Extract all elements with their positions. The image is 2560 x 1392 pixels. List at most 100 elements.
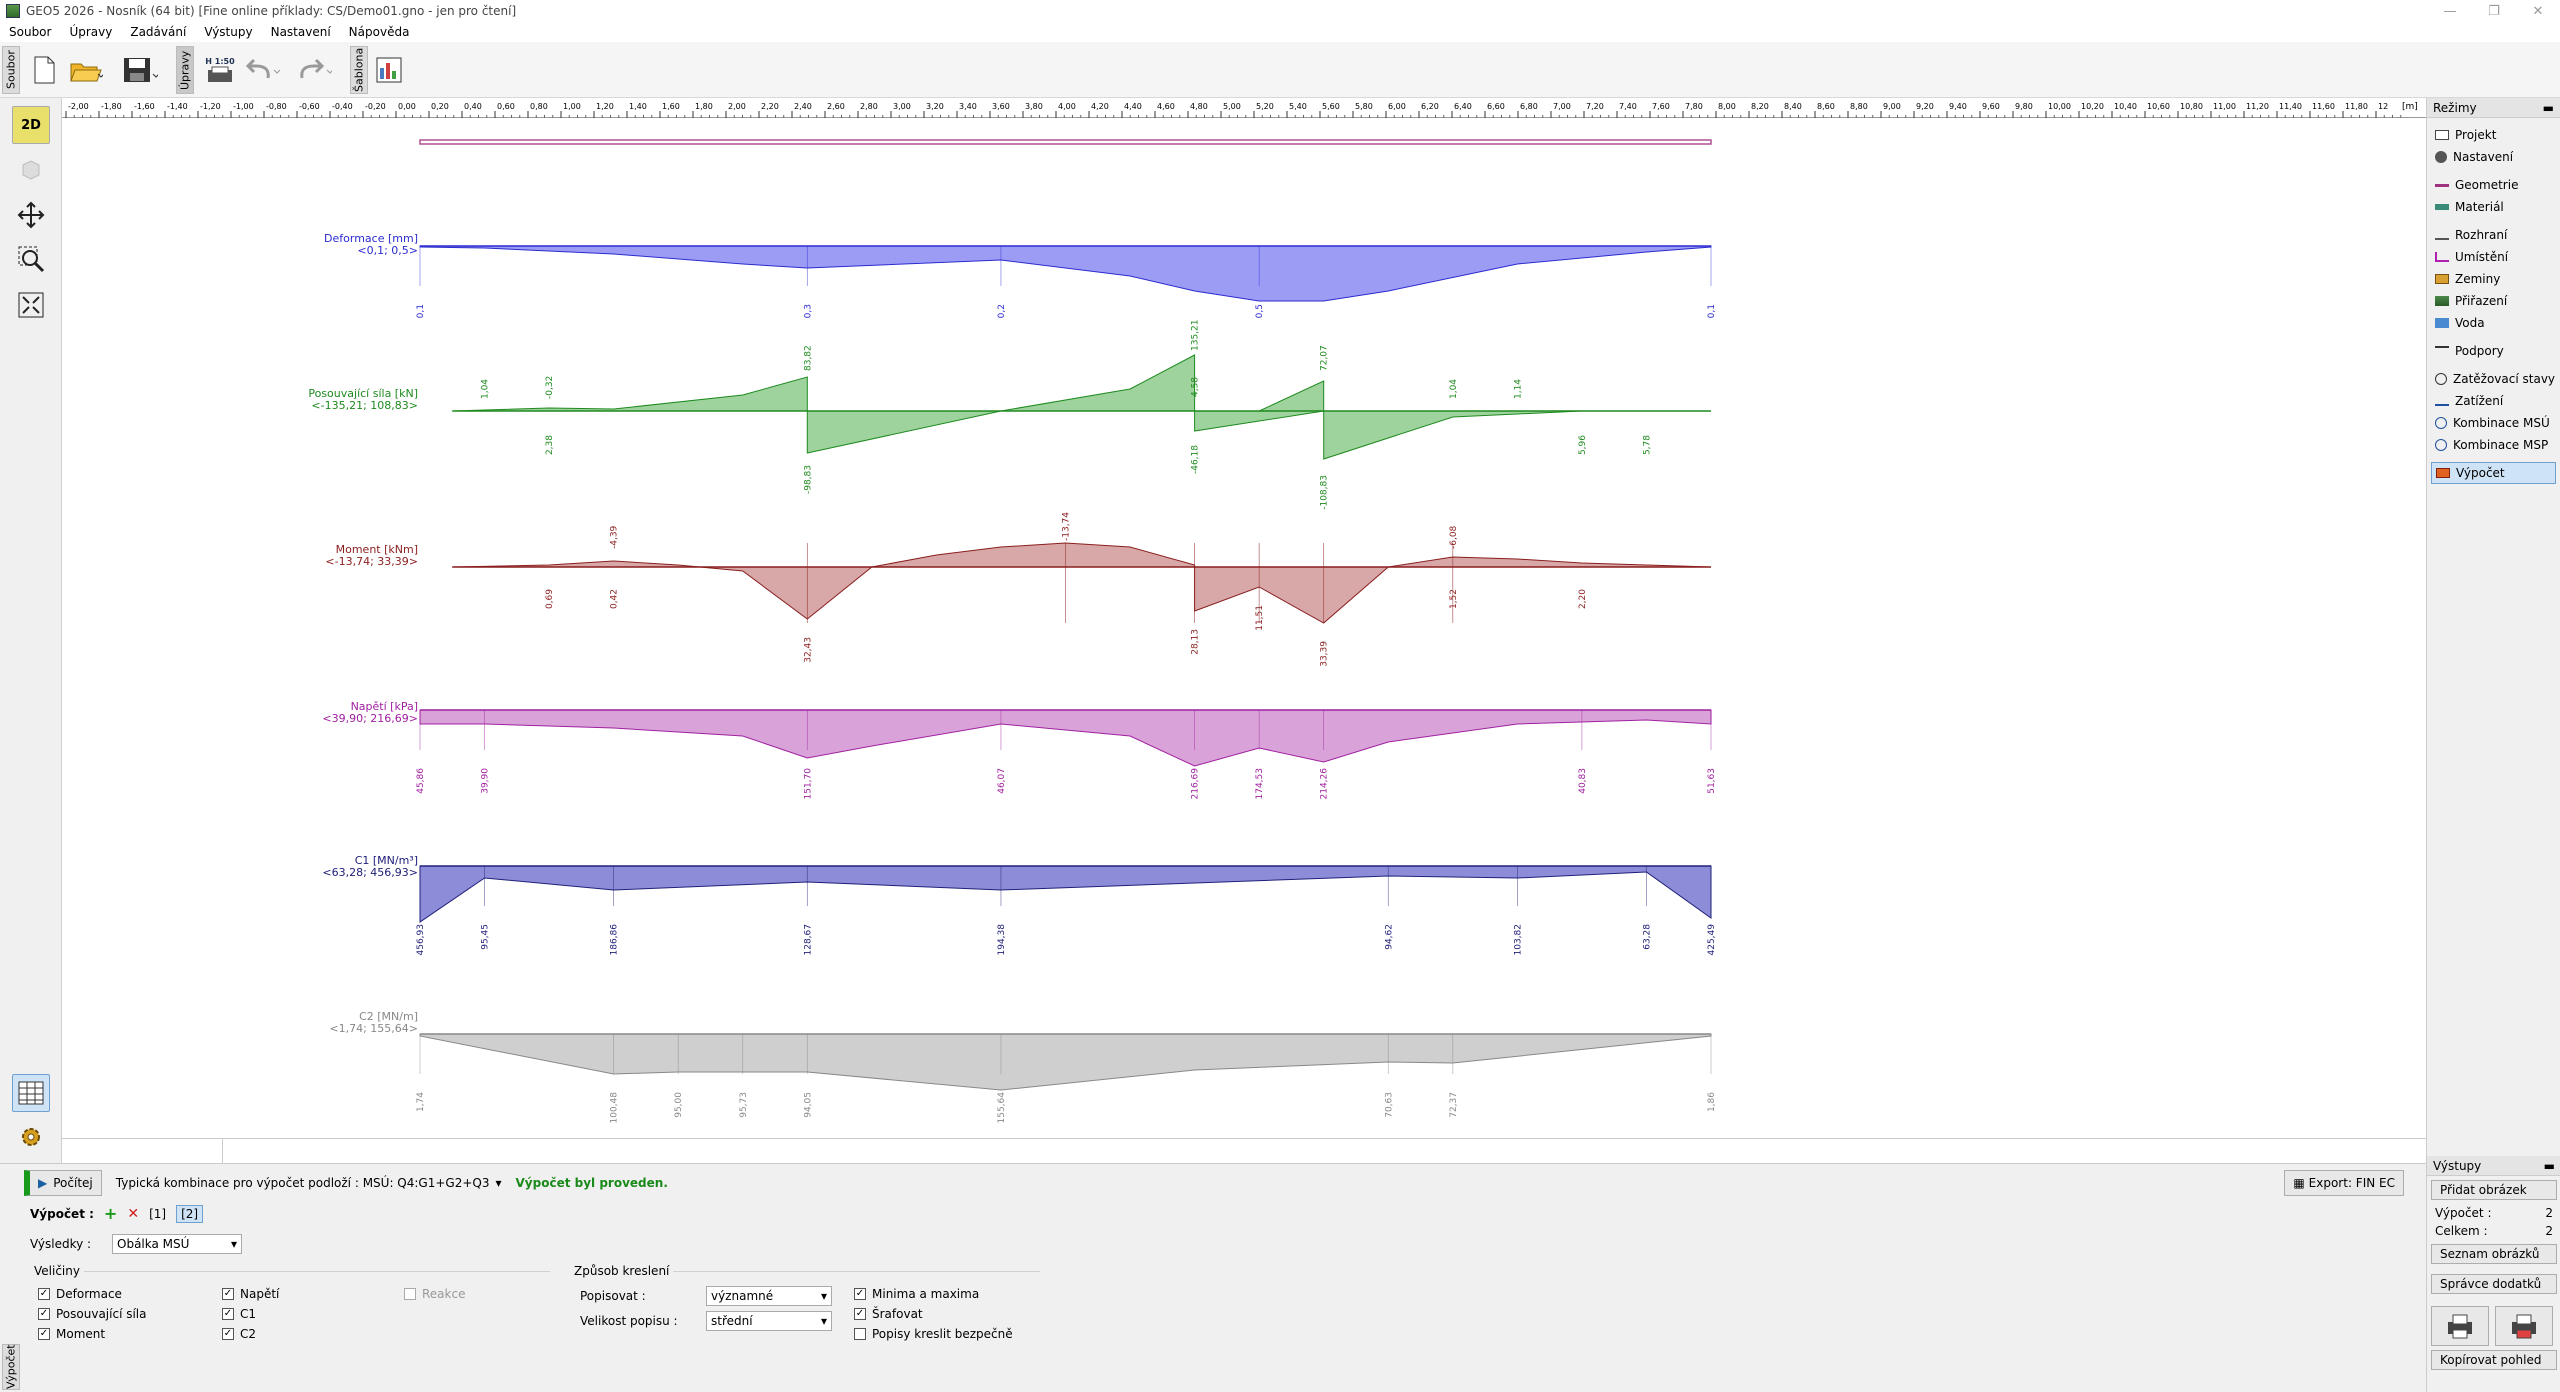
ruler-tick-label: 4,40 <box>1124 102 1142 111</box>
ruler-tick-label: 5,00 <box>1223 102 1241 111</box>
diagram-value-label: 0,5 <box>1255 304 1265 318</box>
3d-view-icon[interactable] <box>12 150 50 188</box>
check-deformace[interactable]: ✓ Deformace <box>38 1287 147 1301</box>
collapse-icon[interactable]: ▬ <box>2543 1158 2555 1173</box>
mode-nastaveni[interactable]: Nastavení <box>2427 146 2560 168</box>
print-export-icon[interactable] <box>2495 1306 2553 1346</box>
mode-rozhrani[interactable]: Rozhraní <box>2427 224 2560 246</box>
play-icon: ▶ <box>38 1176 48 1190</box>
menu-zadavani[interactable]: Zadávání <box>130 25 187 39</box>
add-image-button[interactable]: Přidat obrázek <box>2431 1180 2557 1200</box>
add-calc-icon[interactable]: + <box>103 1204 118 1223</box>
check-reakce[interactable]: Reakce <box>404 1287 465 1301</box>
new-file-icon[interactable] <box>26 50 62 90</box>
combination-icon <box>2435 439 2447 451</box>
template-icon[interactable] <box>372 50 408 90</box>
diagram-fill <box>419 245 1712 302</box>
zoom-icon[interactable] <box>12 240 50 278</box>
mode-kombinace-msu[interactable]: Kombinace MSÚ <box>2427 412 2560 434</box>
menu-nastaveni[interactable]: Nastavení <box>270 25 331 39</box>
mode-zeminy[interactable]: Zeminy <box>2427 268 2560 290</box>
check-label: C2 <box>240 1327 257 1341</box>
mode-umisteni[interactable]: Umístění <box>2427 246 2560 268</box>
calc-tab-2[interactable]: [2] <box>176 1204 204 1223</box>
labeling-select[interactable]: významné ▾ <box>706 1286 832 1306</box>
diagram-value-label: -13,74 <box>1062 512 1072 541</box>
combination-select[interactable]: Typická kombinace pro výpočet podloží : … <box>112 1171 506 1195</box>
supports-icon <box>2435 346 2449 356</box>
check-minima-maxima[interactable]: ✓ Minima a maxima <box>854 1287 1013 1301</box>
diagram-value-label: 456,93 <box>416 924 426 956</box>
diagram-title: C1 [MN/m³] <box>355 854 418 867</box>
tab-soubor[interactable]: Soubor <box>2 46 20 94</box>
calc-tab-1[interactable]: [1] <box>149 1206 167 1221</box>
image-list-button[interactable]: Seznam obrázků <box>2431 1244 2557 1264</box>
diagram-value-label: 72,37 <box>1449 1092 1459 1118</box>
settings-gear-icon[interactable] <box>12 1118 50 1156</box>
water-icon <box>2435 318 2449 328</box>
tab-vypocet[interactable]: Výpočet <box>2 1344 20 1390</box>
close-icon[interactable]: ✕ <box>2532 3 2544 19</box>
ruler-tick-label: 3,00 <box>893 102 911 111</box>
redo-icon[interactable] <box>296 50 332 90</box>
label-size-select[interactable]: střední ▾ <box>706 1311 832 1331</box>
save-icon[interactable] <box>122 50 158 90</box>
soils-icon <box>2435 274 2449 284</box>
mode-zatezovaci-stavy[interactable]: Zatěžovací stavy <box>2427 368 2560 390</box>
diagram-value-label: -6,08 <box>1449 525 1459 549</box>
mode-geometrie[interactable]: Geometrie <box>2427 174 2560 196</box>
mode-zatizeni[interactable]: Zatížení <box>2427 390 2560 412</box>
open-folder-icon[interactable] <box>68 50 104 90</box>
diagram-value-label: 174,53 <box>1255 768 1265 800</box>
calculation-bar: ▶ Počítej Typická kombinace pro výpočet p… <box>24 1170 2424 1196</box>
check-popisy-bezpecne[interactable]: Popisy kreslit bezpečně <box>854 1327 1013 1341</box>
mode-prirazeni[interactable]: Přiřazení <box>2427 290 2560 312</box>
ruler-tick-label: 9,00 <box>1883 102 1901 111</box>
mode-2d-button[interactable]: 2D <box>12 106 50 144</box>
mode-vypocet[interactable]: Výpočet <box>2431 462 2556 484</box>
print-icon[interactable] <box>2431 1306 2489 1346</box>
collapse-icon[interactable]: ▬ <box>2542 100 2554 115</box>
checkbox-checked: ✓ <box>222 1308 234 1320</box>
check-napeti[interactable]: ✓ Napětí <box>222 1287 279 1301</box>
image-list-label: Seznam obrázků <box>2440 1247 2540 1261</box>
mode-podpory[interactable]: Podpory <box>2427 340 2560 362</box>
mode-kombinace-msp[interactable]: Kombinace MSP <box>2427 434 2560 456</box>
mode-material[interactable]: Materiál <box>2427 196 2560 218</box>
mode-projekt[interactable]: Projekt <box>2427 124 2560 146</box>
diagram-value-label: 5,96 <box>1578 435 1588 455</box>
export-button[interactable]: ▦ Export: FIN EC <box>2284 1170 2404 1196</box>
check-posouvajici-sila[interactable]: ✓ Posouvající síla <box>38 1307 147 1321</box>
tab-sablona[interactable]: Šablona <box>350 46 368 94</box>
check-c2[interactable]: ✓ C2 <box>222 1327 279 1341</box>
menu-vystupy[interactable]: Výstupy <box>204 25 253 39</box>
mode-label: Geometrie <box>2455 178 2519 192</box>
mode-voda[interactable]: Voda <box>2427 312 2560 334</box>
check-c1[interactable]: ✓ C1 <box>222 1307 279 1321</box>
move-icon[interactable] <box>12 196 50 234</box>
menu-soubor[interactable]: Soubor <box>9 25 52 39</box>
check-srafovat[interactable]: ✓ Šrafovat <box>854 1307 1013 1321</box>
copy-view-button[interactable]: Kopírovat pohled <box>2431 1350 2557 1370</box>
menu-napoveda[interactable]: Nápověda <box>348 25 410 39</box>
scale-button[interactable]: H 1:50 <box>202 50 238 90</box>
ruler-tick-label: 2,80 <box>860 102 878 111</box>
drawing-canvas[interactable]: Deformace [mm] <0,1; 0,5> 0,1 0,3 0,2 0,5 0,1 P… <box>62 118 2426 1138</box>
delete-calc-icon[interactable]: ✕ <box>127 1205 140 1222</box>
checkbox-checked: ✓ <box>854 1288 866 1300</box>
undo-icon[interactable] <box>244 50 280 90</box>
mode-2d-label: 2D <box>21 117 41 133</box>
calculate-button[interactable]: ▶ Počítej <box>24 1170 102 1196</box>
mode-label: Rozhraní <box>2455 228 2508 242</box>
check-moment[interactable]: ✓ Moment <box>38 1327 147 1341</box>
appendix-manager-button[interactable]: Správce dodatků <box>2431 1274 2557 1294</box>
tab-upravy[interactable]: Úpravy <box>176 46 194 94</box>
check-label: Posouvající síla <box>56 1307 147 1321</box>
table-view-icon[interactable] <box>12 1074 50 1112</box>
restore-icon[interactable]: ❐ <box>2488 3 2500 19</box>
results-select[interactable]: Obálka MSÚ ▾ <box>112 1234 242 1254</box>
minimize-icon[interactable]: — <box>2443 3 2457 19</box>
zoom-extents-icon[interactable] <box>12 286 50 324</box>
menu-upravy[interactable]: Úpravy <box>69 25 113 39</box>
ruler-tick-label: 4,60 <box>1157 102 1175 111</box>
